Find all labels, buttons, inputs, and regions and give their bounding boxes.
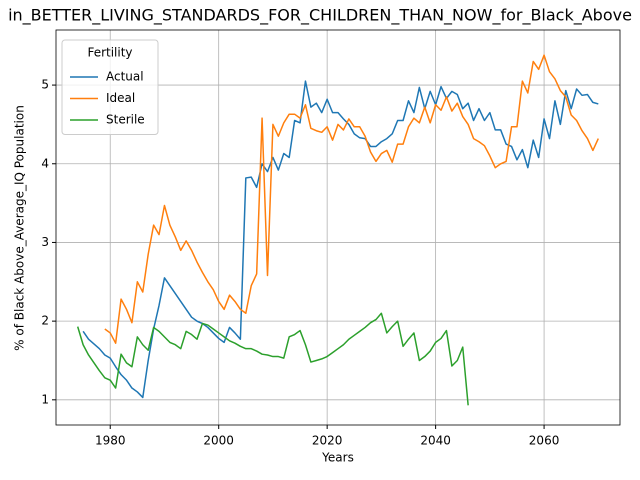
legend-box <box>61 39 159 135</box>
x-tick-label: 2040 <box>420 434 451 448</box>
x-tick-label: 2000 <box>203 434 234 448</box>
chart-title: in_BETTER_LIVING_STANDARDS_FOR_CHILDREN_… <box>8 6 632 26</box>
x-tick-label: 2060 <box>529 434 560 448</box>
y-tick-label: 2 <box>41 314 49 328</box>
legend-title: Fertility <box>87 46 132 60</box>
line-series <box>76 312 469 406</box>
x-axis-label: Years <box>321 451 354 465</box>
y-tick-label: 4 <box>41 156 49 170</box>
y-tick-label: 1 <box>41 392 49 406</box>
legend-label: Sterile <box>106 113 145 127</box>
x-tick-label: 2020 <box>312 434 343 448</box>
plot-frame <box>55 29 621 426</box>
legend-label: Ideal <box>106 91 135 105</box>
legend-label: Actual <box>106 70 144 84</box>
y-tick-label: 3 <box>41 235 49 249</box>
y-tick-label: 5 <box>41 78 49 92</box>
line-series <box>104 54 599 344</box>
x-tick-label: 1980 <box>95 434 126 448</box>
y-axis-label: % of Black Above_Average_IQ Population <box>13 105 27 351</box>
line-series <box>82 80 599 399</box>
